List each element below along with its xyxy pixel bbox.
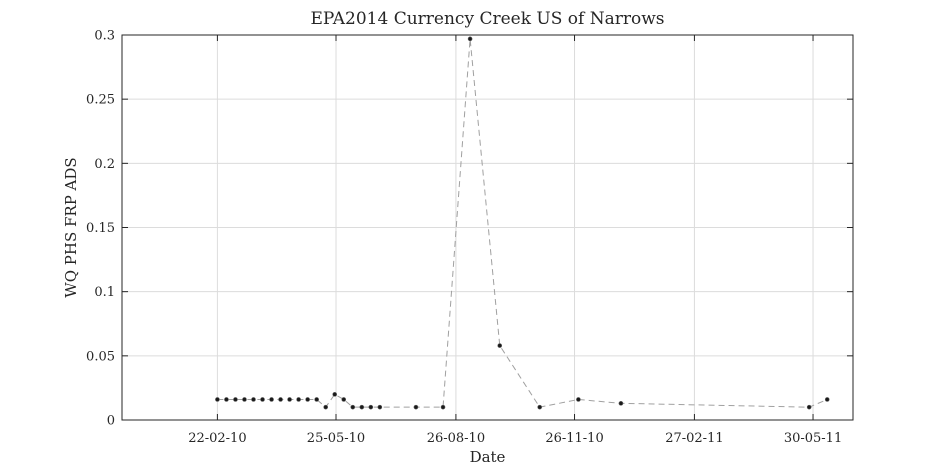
chart-title: EPA2014 Currency Creek US of Narrows	[310, 9, 664, 29]
data-point	[824, 397, 830, 402]
data-point	[332, 392, 338, 397]
x-tick-label: 30-05-11	[784, 431, 842, 446]
data-point	[296, 397, 301, 402]
x-tick-label: 26-08-10	[427, 431, 485, 446]
y-tick-label: 0.3	[94, 29, 115, 44]
y-tick-label: 0.05	[86, 349, 115, 364]
data-point	[350, 404, 356, 410]
series-line	[217, 38, 828, 408]
data-point	[440, 404, 446, 410]
data-point	[215, 397, 220, 402]
data-point	[233, 397, 238, 402]
data-point	[314, 397, 319, 402]
y-tick-label: 0.1	[94, 285, 115, 300]
data-point	[377, 404, 383, 410]
data-point	[305, 397, 310, 402]
data-point	[269, 397, 274, 402]
y-tick-label: 0.2	[94, 157, 115, 172]
data-point	[413, 404, 419, 410]
data-point	[242, 397, 247, 402]
y-tick-label: 0	[107, 414, 115, 429]
y-axis-tick-labels: 0 0.05 0.1 0.15 0.2 0.25 0.3	[86, 29, 115, 429]
data-point	[537, 404, 543, 410]
marker-layer	[215, 36, 830, 410]
data-point	[341, 397, 347, 402]
data-point	[576, 397, 581, 402]
data-point	[323, 404, 329, 410]
x-axis-title: Date	[470, 448, 506, 466]
x-tick-label: 25-05-10	[307, 431, 365, 446]
x-tick-label: 27-02-11	[665, 431, 723, 446]
y-tick-label: 0.25	[86, 93, 115, 108]
data-point	[260, 397, 265, 402]
data-point	[497, 343, 503, 348]
data-point	[287, 397, 292, 402]
series-line-layer	[217, 38, 828, 408]
data-point	[359, 404, 365, 410]
x-axis-tick-labels: 22-02-10 25-05-10 26-08-10 26-11-10 27-02-11…	[188, 431, 842, 446]
y-axis-title: WQ PHS FRP ADS	[62, 157, 80, 297]
data-point	[278, 397, 283, 402]
data-point	[368, 404, 374, 410]
x-tick-label: 22-02-10	[188, 431, 246, 446]
data-point	[467, 36, 473, 42]
y-tick-label: 0.15	[86, 221, 115, 236]
data-point	[224, 397, 229, 402]
data-point	[618, 401, 624, 406]
data-point	[806, 404, 812, 410]
x-tick-label: 26-11-10	[545, 431, 603, 446]
axis-ticks	[122, 34, 853, 421]
data-point	[251, 397, 256, 402]
